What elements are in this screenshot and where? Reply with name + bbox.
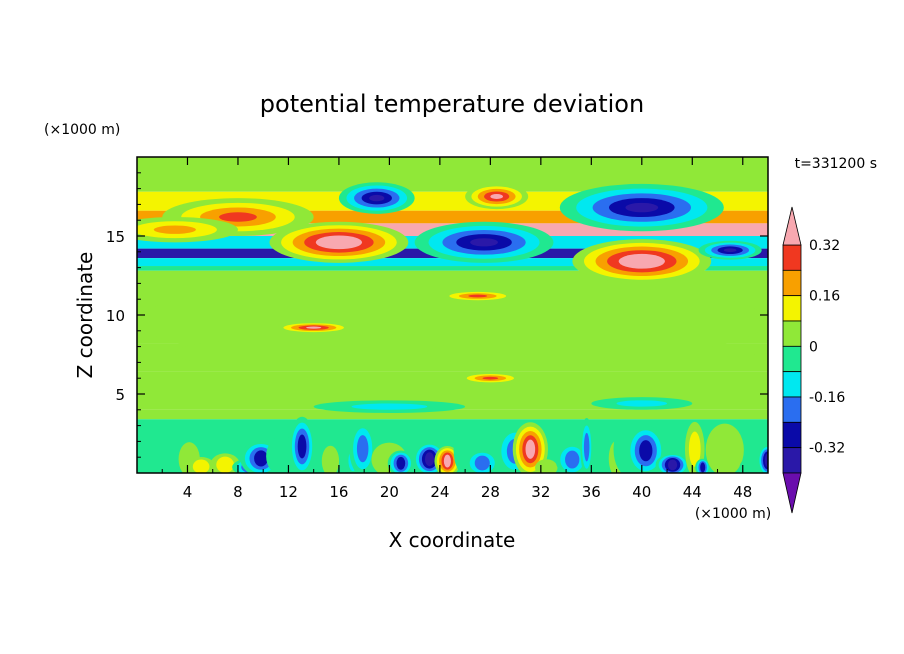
field-band bbox=[137, 266, 768, 271]
contour-ring bbox=[490, 193, 503, 200]
x-axis: 4 8 12 16 20 24 28 32 36 40 44 48 bbox=[161, 157, 752, 501]
colorbar-box bbox=[782, 371, 802, 398]
chart-title: potential temperature deviation bbox=[260, 90, 644, 118]
x-tick-label: 36 bbox=[582, 483, 601, 501]
colorbar-extend-bottom bbox=[782, 472, 802, 514]
y-tick-label: 15 bbox=[106, 228, 125, 246]
boundary-layer-plume bbox=[321, 445, 340, 473]
contour-ring bbox=[723, 248, 737, 253]
x-tick-label: 32 bbox=[531, 483, 550, 501]
boundary-layer-plume bbox=[297, 434, 307, 459]
contour-ring bbox=[468, 294, 488, 298]
colorbar-box bbox=[782, 396, 802, 423]
x-tick-label: 24 bbox=[430, 483, 449, 501]
x-tick-label: 48 bbox=[733, 483, 752, 501]
colorbar-box bbox=[782, 421, 802, 449]
boundary-layer-plume bbox=[700, 462, 706, 473]
contour-ring bbox=[219, 212, 257, 222]
x-tick-label: 12 bbox=[279, 483, 298, 501]
boundary-layer-plume bbox=[583, 432, 590, 462]
x-tick-label: 40 bbox=[632, 483, 651, 501]
contour-ring bbox=[153, 225, 196, 234]
contour-ring bbox=[174, 340, 327, 366]
contour-ring bbox=[603, 345, 756, 368]
contour-ring bbox=[351, 403, 428, 410]
contour-ring bbox=[625, 202, 659, 213]
boundary-layer-plume bbox=[216, 456, 235, 473]
contour-ring bbox=[306, 326, 322, 329]
boundary-layer-plume bbox=[443, 454, 451, 468]
colorbar-box bbox=[782, 345, 802, 373]
colorbar-extend-top bbox=[782, 206, 802, 246]
contour-ring bbox=[427, 341, 554, 364]
boundary-layer-plume bbox=[424, 452, 435, 467]
boundary-layer-plume bbox=[356, 435, 369, 463]
colorbar-tick-label: 0 bbox=[809, 339, 818, 355]
colorbar-box bbox=[782, 295, 802, 322]
y-unit-label: (×1000 m) bbox=[44, 122, 120, 138]
colorbar-tick-label: -0.32 bbox=[809, 441, 845, 457]
x-tick-label: 28 bbox=[481, 483, 500, 501]
colorbar-box bbox=[782, 269, 802, 297]
x-tick-label: 16 bbox=[329, 483, 348, 501]
contour-ring bbox=[616, 400, 668, 407]
contour-ring bbox=[327, 238, 351, 246]
x-tick-label: 44 bbox=[683, 483, 702, 501]
boundary-layer-plume bbox=[137, 435, 149, 473]
boundary-layer-plume bbox=[705, 423, 744, 473]
field-band bbox=[137, 409, 768, 420]
y-axis-label: Z coordinate bbox=[73, 252, 97, 379]
x-tick-label: 20 bbox=[380, 483, 399, 501]
colorbar-box bbox=[782, 447, 802, 474]
boundary-layer-plume bbox=[474, 455, 490, 471]
contour-ring bbox=[369, 194, 385, 202]
contour-ring bbox=[482, 376, 499, 380]
boundary-layer-plume bbox=[764, 453, 768, 467]
contour-ring bbox=[630, 257, 654, 265]
time-label: t=331200 s bbox=[795, 156, 877, 172]
y-tick-label: 10 bbox=[106, 307, 125, 325]
x-unit-label: (×1000 m) bbox=[695, 506, 771, 522]
x-axis-label: X coordinate bbox=[389, 528, 516, 552]
colorbar-tick-label: 0.16 bbox=[809, 289, 840, 305]
boundary-layer-plume bbox=[639, 440, 653, 462]
y-axis: 5 10 15 bbox=[106, 172, 768, 458]
colorbar-box bbox=[782, 244, 802, 271]
boundary-layer-plume bbox=[192, 459, 210, 473]
boundary-layer-plume bbox=[163, 437, 178, 473]
contour-ring bbox=[470, 238, 498, 247]
x-tick-label: 4 bbox=[183, 483, 193, 501]
field-band bbox=[137, 258, 768, 267]
colorbar-tick-label: 0.32 bbox=[809, 238, 840, 254]
boundary-layer-plume bbox=[525, 439, 536, 459]
y-tick-label: 5 bbox=[115, 386, 125, 404]
colorbar-tick-label: -0.16 bbox=[809, 390, 845, 406]
colorbar-box bbox=[782, 320, 802, 347]
x-tick-label: 8 bbox=[233, 483, 243, 501]
contour-field bbox=[137, 157, 768, 473]
boundary-layer-plume bbox=[688, 431, 701, 467]
colorbar: 0.32 0.16 0 -0.16 -0.32 bbox=[782, 206, 845, 514]
boundary-layer-plume bbox=[667, 459, 678, 471]
boundary-layer-plume bbox=[396, 456, 406, 470]
boundary-layer-plume bbox=[565, 450, 580, 469]
field-features bbox=[137, 182, 768, 473]
boundary-layer-plume bbox=[739, 458, 761, 473]
boundary-layer-plume bbox=[254, 450, 268, 467]
